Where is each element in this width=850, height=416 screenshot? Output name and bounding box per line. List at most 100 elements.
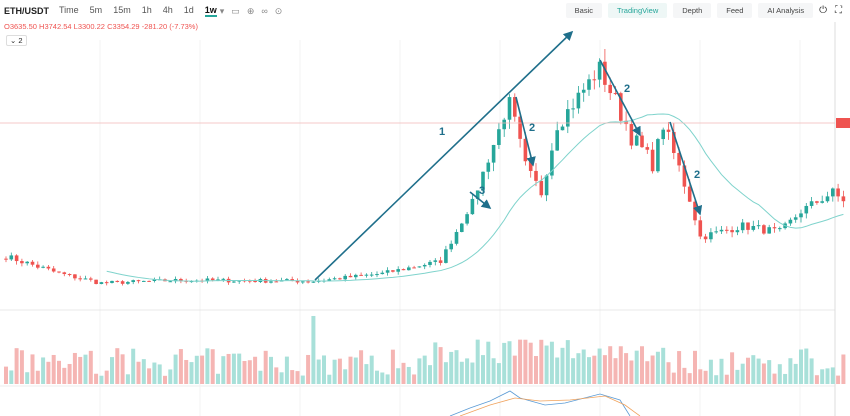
volume-bar — [25, 372, 30, 384]
close-value: C3354.29 — [107, 22, 140, 31]
candle-body — [258, 278, 263, 283]
volume-bar — [41, 357, 46, 384]
candle-body — [274, 281, 279, 283]
volume-bar — [279, 372, 284, 384]
volume-bar — [189, 362, 194, 384]
volume-bar — [67, 363, 72, 384]
fullscreen-icon[interactable]: ⛶ — [835, 5, 842, 16]
volume-bar — [396, 368, 401, 384]
volume-bar — [72, 352, 77, 384]
settings-icon[interactable]: ⊙ — [274, 5, 283, 16]
power-icon[interactable]: ⏻ — [819, 5, 827, 16]
volume-bar — [777, 364, 782, 384]
volume-bar — [428, 365, 432, 384]
candle-body — [624, 120, 628, 125]
volume-bar — [719, 358, 724, 384]
volume-bar — [698, 369, 703, 384]
volume-bar — [337, 358, 342, 384]
timeframe-1h[interactable]: 1h — [141, 5, 152, 15]
volume-bar — [518, 339, 523, 384]
volume-bar — [512, 355, 517, 384]
candle-body — [634, 135, 639, 146]
volume-bar — [788, 358, 793, 384]
volume-bar — [168, 369, 173, 384]
volume-bar — [682, 367, 687, 384]
volume-bar — [597, 348, 602, 384]
candle-body — [486, 162, 491, 172]
volume-bar — [30, 354, 35, 384]
indicator-toggle-button[interactable]: ⌄ 2 — [6, 35, 27, 46]
volume-bar — [687, 373, 692, 384]
candle-body — [9, 255, 14, 260]
volume-bar — [459, 361, 464, 384]
view-depth[interactable]: Depth — [673, 3, 712, 18]
timeframe-1w[interactable]: 1w — [204, 5, 217, 17]
trend-arrow — [669, 121, 703, 216]
volume-bar — [274, 367, 279, 384]
candle-body — [14, 255, 19, 262]
volume-bar — [740, 363, 745, 384]
candle-body — [719, 229, 724, 232]
candle-body — [645, 147, 650, 150]
volume-bar — [502, 342, 507, 384]
candle-body — [677, 152, 681, 166]
volume-bar — [184, 359, 189, 384]
volume-bar — [406, 366, 411, 384]
volume-bar — [629, 360, 634, 384]
candle-body — [793, 217, 798, 220]
view-basic[interactable]: Basic — [565, 3, 602, 18]
candle-body — [523, 138, 528, 162]
view-tradingview[interactable]: TradingView — [607, 3, 668, 18]
volume-bar — [820, 369, 825, 384]
volume-bar — [809, 358, 814, 384]
volume-bar — [110, 357, 114, 384]
trend-arrow — [599, 59, 641, 137]
candle-body — [465, 214, 469, 224]
candle-body — [173, 278, 178, 282]
candle-body — [433, 260, 438, 262]
indicator-icon[interactable]: ⊕ — [246, 5, 255, 16]
compare-icon[interactable]: ∞ — [261, 6, 268, 16]
candle-body — [815, 201, 819, 203]
candle-body — [120, 281, 125, 284]
candle-body — [36, 264, 40, 268]
volume-bar — [4, 366, 8, 384]
candle-body — [497, 129, 501, 145]
volume-bar — [332, 359, 337, 384]
candle-body — [576, 92, 581, 109]
volume-bar — [343, 369, 348, 384]
symbol-label[interactable]: ETH/USDT — [4, 6, 49, 16]
timeframe-15m[interactable]: 15m — [113, 5, 131, 15]
view-feed[interactable]: Feed — [717, 3, 753, 18]
volume-bar — [746, 357, 750, 384]
volume-bar — [703, 370, 708, 384]
volume-bar — [433, 342, 438, 384]
view-ai-analysis[interactable]: AI Analysis — [758, 3, 814, 18]
candle-body — [592, 79, 597, 81]
candle-body — [613, 93, 618, 95]
wave-label: 1 — [439, 126, 445, 138]
volume-bar — [475, 339, 480, 384]
candle-body — [94, 279, 98, 285]
dropdown-chevron-icon[interactable]: ▾ — [219, 5, 225, 16]
indicator-count: 2 — [18, 36, 23, 45]
timeframe-5m[interactable]: 5m — [89, 5, 103, 15]
candle-body — [89, 278, 93, 280]
volume-bar — [804, 348, 809, 384]
candle-body — [650, 149, 655, 172]
timeframe-1d[interactable]: 1d — [183, 5, 194, 15]
volume-bar — [767, 360, 772, 384]
volume-bar — [322, 355, 326, 384]
candle-body — [725, 229, 729, 231]
volume-bar — [534, 356, 538, 384]
candle-type-icon[interactable]: ▭ — [231, 5, 240, 16]
volume-bar — [131, 348, 136, 384]
timeframe-time[interactable]: Time — [59, 5, 79, 15]
chevron-down-icon: ⌄ — [10, 36, 17, 45]
volume-bar — [549, 341, 554, 384]
volume-bar — [115, 348, 120, 384]
timeframe-4h[interactable]: 4h — [162, 5, 173, 15]
candle-body — [836, 188, 840, 197]
volume-bar — [666, 362, 671, 384]
